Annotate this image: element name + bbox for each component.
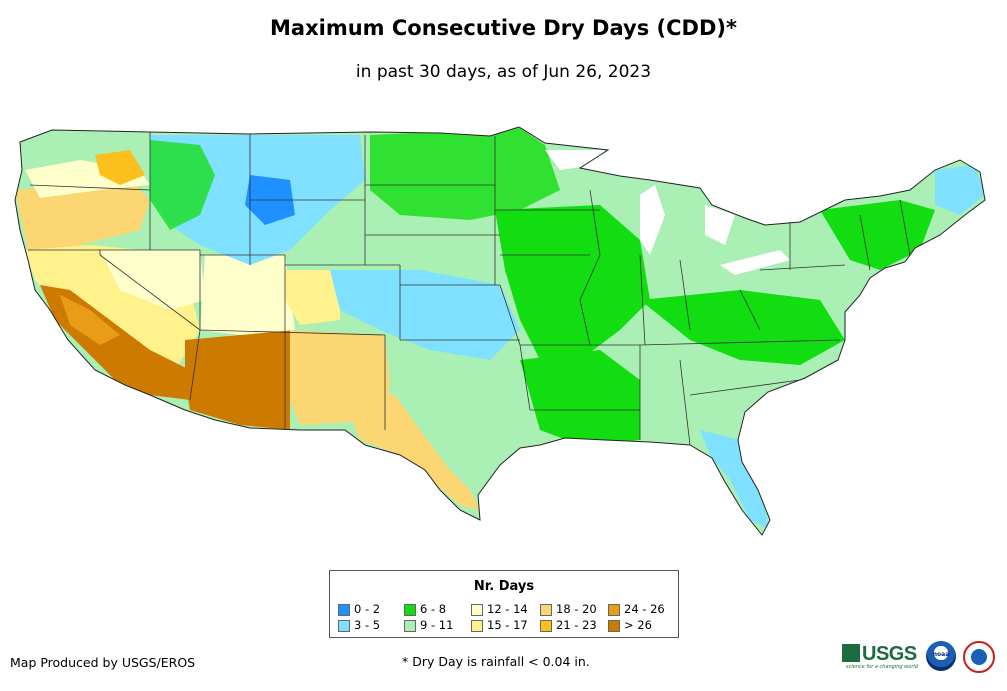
border-il-in — [639, 254, 646, 346]
border-tn-ky — [639, 339, 841, 346]
lake-huron — [705, 205, 735, 245]
zone-6-8-dakotas-minnesota — [370, 128, 560, 220]
footnote: * Dry Day is rainfall < 0.04 in. — [402, 654, 590, 669]
usgs-logo: USGS — [842, 643, 917, 666]
legend-label: 0 - 2 — [354, 602, 381, 616]
legend-swatch — [540, 604, 552, 616]
zone-6-8-ohio-valley — [640, 290, 845, 365]
zone-12-14-nevada — [100, 250, 205, 310]
map-credit: Map Produced by USGS/EROS — [10, 655, 196, 670]
legend-swatch — [608, 620, 620, 632]
border-wa-or — [29, 184, 151, 191]
zone-6-8-northeast — [820, 200, 935, 270]
border-ca-nv — [99, 254, 201, 331]
zone-3-5-central-plains — [330, 270, 520, 360]
usgs-logo-text: USGS — [862, 643, 917, 665]
lake-erie — [720, 250, 790, 275]
usgs-tagline: science for a changing world — [846, 664, 918, 670]
legend-label: 18 - 20 — [556, 602, 597, 616]
border-four-corners — [199, 329, 386, 336]
zone-18-20-west-texas — [340, 390, 480, 510]
usgs-mark-icon — [842, 644, 860, 662]
border-mississippi — [579, 189, 601, 346]
legend-swatch — [404, 620, 416, 632]
legend-swatch — [471, 604, 483, 616]
zone-6-8-lower-mississippi — [520, 350, 640, 445]
legend-label: 24 - 26 — [624, 602, 665, 616]
legend-label: 3 - 5 — [354, 618, 381, 632]
legend-swatch — [404, 604, 416, 616]
legend-label: 6 - 8 — [420, 602, 447, 616]
zone-12-14-utah — [200, 255, 295, 335]
state-borders — [28, 132, 911, 446]
zone-3-5-florida — [700, 430, 770, 530]
border-pa-ny — [759, 264, 846, 271]
zone-6-8-idaho — [150, 140, 215, 230]
legend-swatch — [338, 620, 350, 632]
nws-logo-center-icon — [971, 649, 987, 665]
border-nh-me — [899, 199, 911, 256]
zone-15-17-utah-colorado — [285, 270, 340, 325]
noaa-logo: noaa — [926, 641, 956, 671]
legend-swatch — [608, 604, 620, 616]
zone-24-26-california — [60, 295, 120, 345]
legend-swatch — [540, 620, 552, 632]
border-oh-pa — [739, 289, 761, 331]
noaa-logo-text: noaa — [932, 651, 950, 658]
map-subtitle: in past 30 days, as of Jun 26, 2023 — [355, 62, 652, 82]
zone-6-8-midwest — [495, 205, 650, 360]
border-ny-vt — [859, 214, 871, 271]
legend-title: Nr. Days — [473, 579, 535, 594]
legend-swatch — [338, 604, 350, 616]
border-al-ga — [679, 359, 691, 446]
cdd-shading — [15, 127, 985, 535]
legend-label: > 26 — [624, 618, 652, 632]
legend-swatch — [471, 620, 483, 632]
legend-label: 9 - 11 — [420, 618, 454, 632]
zone-gt26-arizona — [185, 330, 290, 430]
legend-label: 15 - 17 — [487, 618, 528, 632]
lake-michigan — [640, 185, 665, 255]
border-in-oh — [679, 259, 691, 331]
legend-label: 21 - 23 — [556, 618, 597, 632]
legend: Nr. Days 0 - 2 3 - 5 6 - 8 9 - 11 12 - 1… — [329, 570, 679, 638]
zone-21-23-oregon — [95, 150, 145, 185]
zone-3-5-maine — [935, 165, 985, 215]
zone-18-20-northwest — [15, 180, 150, 260]
us-outline — [14, 126, 986, 536]
legend-label: 12 - 14 — [487, 602, 528, 616]
border-ga-sc — [689, 379, 801, 396]
map-title: Maximum Consecutive Dry Days (CDD)* — [270, 16, 737, 40]
nws-logo — [963, 641, 995, 673]
